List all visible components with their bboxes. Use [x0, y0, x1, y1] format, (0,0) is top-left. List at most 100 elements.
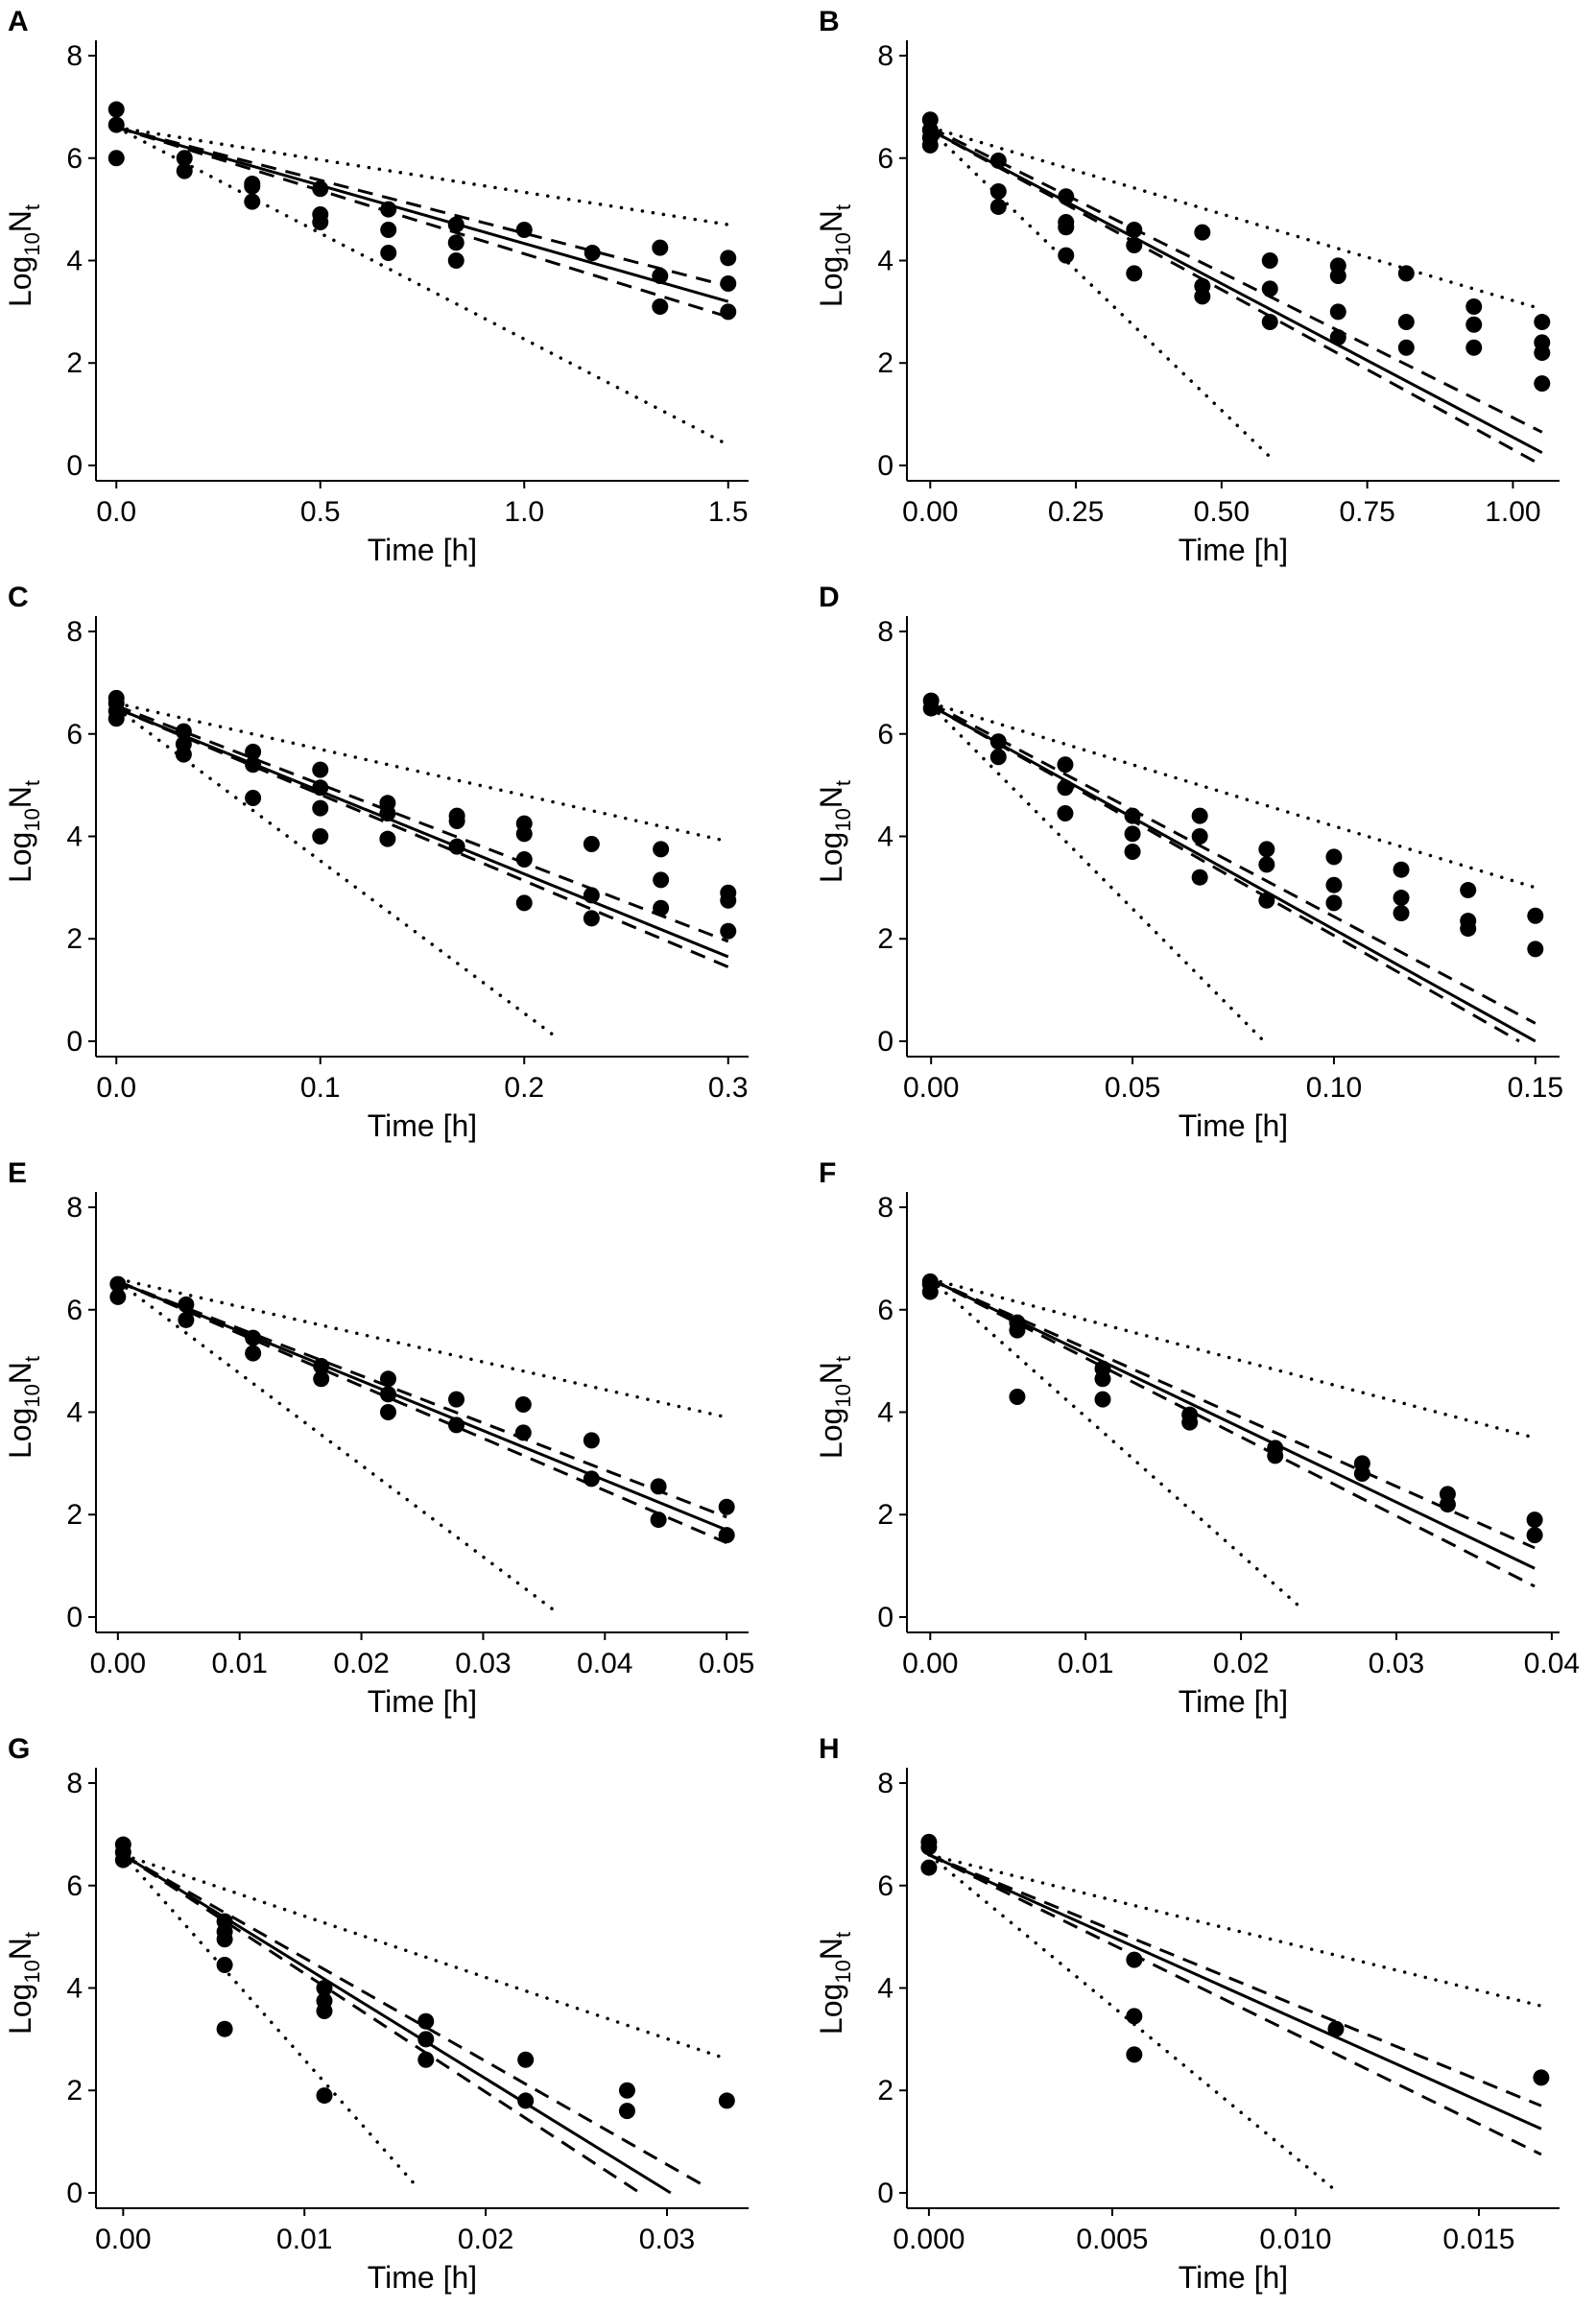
x-axis-title: Time [h]	[1179, 533, 1288, 567]
y-title-base: Log	[814, 1984, 848, 2035]
x-tick-label: 0.02	[1213, 1648, 1269, 1679]
prediction-band-line	[116, 1276, 728, 1419]
y-tick-label: 2	[877, 1499, 893, 1531]
data-point	[718, 2092, 735, 2109]
data-point	[316, 2087, 333, 2105]
confidence-band-line	[117, 1280, 727, 1519]
x-tick-label: 1.00	[1485, 496, 1540, 528]
confidence-band-line	[929, 126, 1543, 434]
panel-b: B 0 2 4 6 8 0.00 0.25 0.50 0.75 1.00 Time [h] Log10N…	[814, 6, 1560, 567]
data-point	[517, 2051, 535, 2068]
x-tick-label: 0.50	[1194, 496, 1250, 528]
x-tick-label: 0.02	[333, 1648, 389, 1679]
y-title-subscript: t	[831, 1356, 855, 1362]
data-point	[720, 275, 737, 293]
y-title-base: Log	[814, 832, 848, 883]
x-tick-label: 0.75	[1339, 496, 1394, 528]
x-tick-label: 0.15	[1508, 1072, 1563, 1104]
x-axis-title: Time [h]	[368, 1108, 477, 1143]
data-point	[1460, 882, 1477, 899]
data-point	[216, 2020, 233, 2037]
data-point	[720, 922, 737, 940]
y-tick-label: 2	[66, 1499, 83, 1531]
y-tick-label: 8	[877, 1768, 893, 1799]
y-tick-label: 2	[66, 2075, 83, 2107]
y-title-base: Log	[3, 1408, 37, 1459]
data-point	[175, 746, 192, 763]
data-point	[312, 828, 329, 845]
data-point	[1353, 1465, 1370, 1483]
data-point	[244, 178, 261, 195]
y-tick-label: 0	[66, 450, 83, 482]
y-title-main: N	[3, 1938, 37, 1960]
fit-line	[115, 126, 729, 303]
y-title-subscript: t	[831, 1932, 855, 1938]
x-tick-label: 0.03	[1369, 1648, 1424, 1679]
confidence-band-line	[115, 706, 729, 968]
y-title-subscript: 10	[831, 232, 855, 255]
y-title-subscript: t	[20, 1932, 44, 1938]
data-point	[583, 887, 600, 904]
data-point	[448, 1416, 465, 1434]
data-point	[447, 216, 465, 233]
data-point	[1526, 1527, 1543, 1544]
data-point	[245, 743, 262, 760]
x-tick-label: 0.05	[699, 1648, 754, 1679]
y-title-main: N	[814, 1362, 848, 1384]
data-point	[176, 150, 193, 167]
y-tick-label: 2	[877, 2075, 893, 2107]
y-tick-label: 4	[66, 821, 83, 853]
y-tick-label: 6	[877, 143, 893, 175]
confidence-band-line	[928, 1853, 1542, 2156]
data-point	[312, 761, 329, 778]
y-axis-title: Log10Nt	[3, 780, 44, 883]
data-point	[922, 700, 940, 717]
y-title-subscript: t	[20, 780, 44, 786]
y-tick-label: 6	[877, 1870, 893, 1902]
y-tick-label: 0	[66, 1602, 83, 1633]
data-point	[1439, 1496, 1456, 1513]
y-axis-title: Log10Nt	[814, 1932, 855, 2035]
data-point	[379, 1404, 396, 1420]
data-point	[921, 1275, 939, 1293]
x-tick-label: 0.03	[639, 2224, 695, 2255]
y-tick-label: 6	[66, 719, 83, 750]
data-point	[1393, 890, 1410, 907]
prediction-band-line	[929, 703, 1264, 1041]
x-tick-label: 1.0	[504, 496, 544, 528]
data-point	[1460, 920, 1477, 938]
confidence-band-line	[117, 1280, 727, 1544]
y-tick-label: 8	[66, 40, 83, 72]
data-point	[1527, 940, 1544, 958]
data-point	[1397, 265, 1415, 282]
data-point	[216, 1956, 233, 1973]
data-point	[379, 804, 396, 821]
y-tick-label: 4	[877, 821, 893, 853]
data-point	[1465, 316, 1483, 333]
y-tick-label: 0	[877, 450, 893, 482]
fit-line	[929, 1277, 1536, 1570]
data-point	[584, 244, 601, 261]
data-point	[417, 2051, 435, 2068]
y-title-base: Log	[3, 256, 37, 307]
data-point	[107, 710, 125, 727]
x-tick-label: 0.0	[96, 1072, 136, 1104]
data-point	[720, 892, 737, 909]
panel-letter: A	[8, 6, 29, 37]
data-point	[653, 841, 670, 858]
data-point	[720, 250, 737, 267]
data-point	[1533, 2069, 1550, 2086]
data-point	[1261, 252, 1278, 269]
prediction-band-line	[114, 701, 730, 844]
prediction-band-line	[927, 1852, 1543, 2008]
data-point	[515, 851, 533, 869]
data-point	[245, 1345, 262, 1362]
prediction-band-line	[927, 1852, 1334, 2190]
confidence-band-line	[930, 702, 1536, 1025]
confidence-band-line	[115, 126, 729, 288]
y-tick-label: 2	[877, 923, 893, 955]
data-point	[583, 1432, 600, 1449]
data-point	[989, 182, 1007, 200]
x-tick-label: 0.10	[1306, 1072, 1362, 1104]
data-point	[1126, 221, 1143, 238]
